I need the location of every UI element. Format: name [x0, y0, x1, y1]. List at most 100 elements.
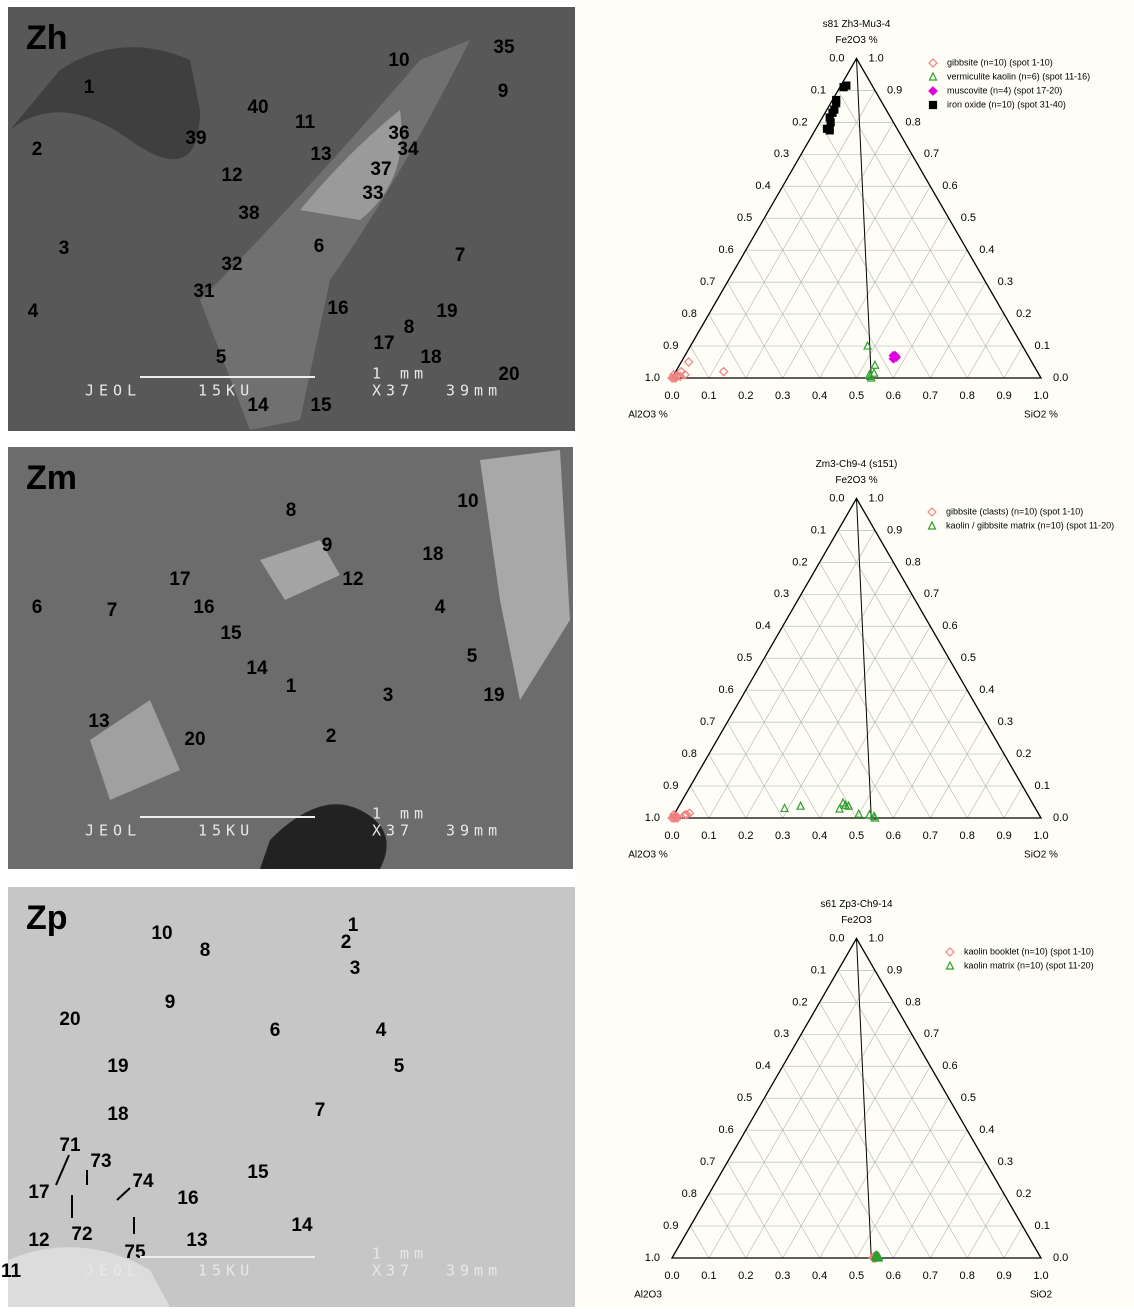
right-tick-label: 0.6	[942, 620, 957, 632]
spot-label: 16	[193, 597, 214, 618]
spot-label: 12	[342, 569, 363, 590]
spot-label: 31	[193, 281, 215, 302]
chart-background	[575, 0, 1134, 1308]
legend-label: muscovite (n=4) (spot 17-20)	[947, 85, 1062, 95]
right-tick-label: 0.4	[979, 1124, 994, 1136]
left-tick-label: 0.7	[700, 1156, 715, 1168]
bottom-tick-label: 0.1	[701, 390, 716, 402]
bottom-tick-label: 0.0	[664, 830, 679, 842]
spot-label: 3	[383, 685, 394, 706]
left-tick-label: 0.5	[737, 652, 752, 664]
scale-label: 1 mm	[372, 805, 428, 823]
spot-label: 17	[28, 1182, 49, 1203]
bottom-tick-label: 0.8	[960, 1270, 975, 1282]
spot-label: 72	[71, 1224, 92, 1245]
spot-label: 12	[28, 1230, 49, 1251]
spot-label: 15	[220, 623, 242, 644]
left-axis-label: Al2O3	[634, 1290, 662, 1301]
right-tick-label: 0.0	[1053, 812, 1068, 824]
left-tick-label: 0.2	[792, 996, 807, 1008]
left-tick-label: 1.0	[645, 812, 660, 824]
bottom-tick-label: 0.3	[775, 1270, 790, 1282]
spot-label: 12	[221, 165, 242, 186]
left-tick-label: 0.8	[682, 748, 697, 760]
legend-label: kaolin matrix (n=10) (spot 11-20)	[964, 960, 1094, 970]
legend-label: gibbsite (clasts) (n=10) (spot 1-10)	[946, 506, 1083, 516]
spot-label: 74	[132, 1171, 154, 1192]
bottom-tick-label: 0.4	[812, 390, 827, 402]
sem-image	[8, 7, 575, 1307]
footer-text: 39mm	[446, 382, 502, 400]
spot-label: 5	[216, 347, 227, 368]
left-tick-label: 1.0	[645, 1252, 660, 1264]
spot-label: 6	[270, 1020, 281, 1041]
point	[829, 109, 836, 116]
spot-label: 19	[436, 301, 457, 322]
left-tick-label: 0.1	[811, 84, 826, 96]
right-tick-label: 0.5	[961, 212, 976, 224]
bottom-tick-label: 0.1	[701, 830, 716, 842]
spot-label: 39	[185, 128, 206, 149]
spot-label: 9	[498, 81, 509, 102]
right-tick-label: 0.4	[979, 684, 994, 696]
right-tick-label: 1.0	[869, 52, 884, 64]
left-tick-label: 0.2	[792, 116, 807, 128]
left-tick-label: 0.3	[774, 1028, 789, 1040]
bottom-tick-label: 0.4	[812, 830, 827, 842]
spot-label: 1	[84, 77, 95, 98]
left-tick-label: 0.7	[700, 716, 715, 728]
bottom-tick-label: 1.0	[1033, 830, 1048, 842]
page: {"images": [ {"label": "Zh", "spots": [1…	[0, 0, 1134, 1308]
right-tick-label: 0.6	[942, 180, 957, 192]
spot-label: 11	[295, 112, 316, 133]
spot-label: 14	[291, 1215, 313, 1236]
bottom-tick-label: 0.0	[664, 1270, 679, 1282]
footer-text: 39mm	[446, 822, 502, 840]
spot-label: 13	[186, 1230, 207, 1251]
right-tick-label: 0.8	[905, 996, 920, 1008]
right-tick-label: 0.0	[1053, 372, 1068, 384]
footer-text: X37	[372, 822, 414, 840]
spot-label: 8	[404, 317, 415, 338]
spot-label: 17	[373, 333, 394, 354]
bottom-tick-label: 0.1	[701, 1270, 716, 1282]
bottom-tick-label: 0.7	[923, 1270, 938, 1282]
spot-label: 16	[327, 298, 348, 319]
right-tick-label: 0.3	[998, 276, 1013, 288]
footer-text: 15KU	[198, 822, 254, 840]
left-tick-label: 0.1	[811, 524, 826, 536]
footer-text: 15KU	[198, 1262, 254, 1280]
left-tick-label: 0.0	[829, 492, 844, 504]
chart-title: s61 Zp3-Ch9-14	[820, 899, 893, 910]
right-tick-label: 1.0	[869, 932, 884, 944]
right-tick-label: 0.5	[961, 652, 976, 664]
spot-label: 13	[310, 144, 331, 165]
bottom-tick-label: 0.6	[886, 830, 901, 842]
left-tick-label: 0.4	[755, 180, 770, 192]
spot-label: 14	[246, 658, 268, 679]
spot-label: 32	[221, 254, 242, 275]
right-tick-label: 0.9	[887, 964, 902, 976]
spot-label: 7	[315, 1100, 326, 1121]
left-tick-label: 0.3	[774, 148, 789, 160]
bottom-tick-label: 0.5	[849, 390, 864, 402]
right-tick-label: 0.1	[1035, 340, 1050, 352]
point	[930, 102, 937, 109]
right-axis-label: SiO2 %	[1024, 850, 1058, 861]
right-tick-label: 0.0	[1053, 1252, 1068, 1264]
right-tick-label: 1.0	[869, 492, 884, 504]
bottom-tick-label: 1.0	[1033, 390, 1048, 402]
footer-text: X37	[372, 1262, 414, 1280]
bottom-tick-label: 0.4	[812, 1270, 827, 1282]
legend-label: kaolin booklet (n=10) (spot 1-10)	[964, 946, 1094, 956]
right-tick-label: 0.9	[887, 84, 902, 96]
left-axis-label: Al2O3 %	[628, 410, 668, 421]
spot-label: 17	[169, 569, 190, 590]
bottom-tick-label: 0.2	[738, 1270, 753, 1282]
left-tick-label: 0.6	[719, 684, 734, 696]
spot-label: 15	[247, 1162, 269, 1183]
right-tick-label: 0.2	[1016, 748, 1031, 760]
left-tick-label: 0.6	[719, 244, 734, 256]
left-tick-label: 0.8	[682, 1188, 697, 1200]
spot-label: 19	[107, 1056, 128, 1077]
